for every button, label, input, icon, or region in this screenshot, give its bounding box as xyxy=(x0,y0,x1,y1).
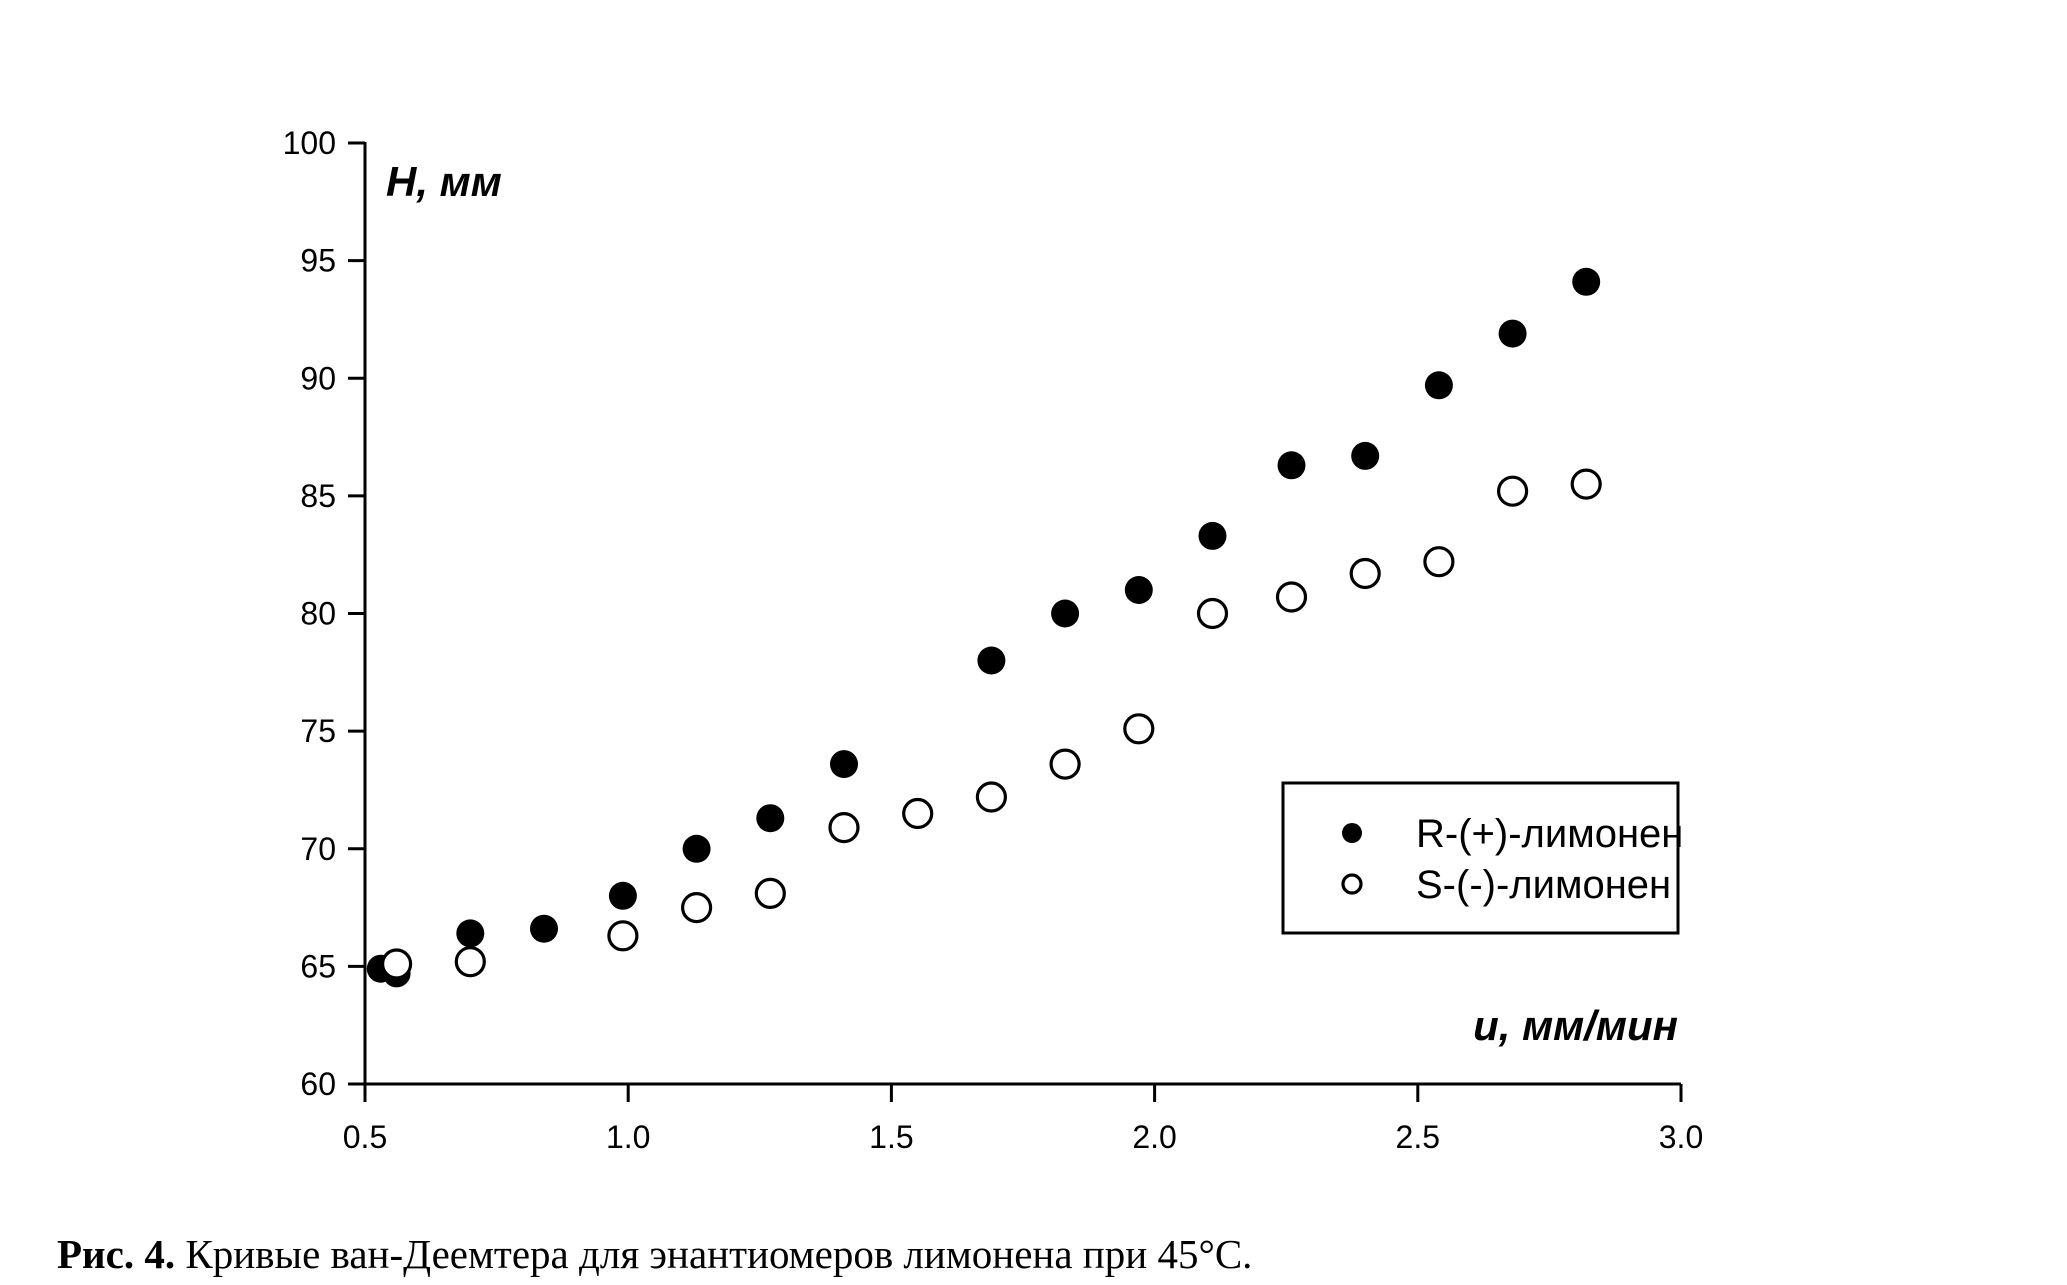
x-tick-label: 3.0 xyxy=(1659,1119,1703,1155)
y-tick-label: 70 xyxy=(300,831,336,867)
data-point-filled xyxy=(608,881,637,910)
data-point-filled xyxy=(830,750,858,779)
figure-caption: Рис. 4. Кривые ван-Деемтера для энантиом… xyxy=(57,1230,1252,1278)
x-axis-title: u, мм/мин xyxy=(1473,1002,1678,1049)
legend-label-s-limonene: S-(-)-лимонен xyxy=(1416,863,1671,907)
y-tick-label: 60 xyxy=(300,1066,336,1102)
data-point-filled xyxy=(1351,441,1380,470)
data-point-filled xyxy=(1498,319,1527,348)
data-point-open xyxy=(680,891,713,924)
y-tick-label: 100 xyxy=(283,125,336,161)
data-point-open xyxy=(1349,557,1381,590)
x-tick-label: 0.5 xyxy=(343,1119,387,1155)
data-point-open xyxy=(1423,546,1455,578)
data-point-open xyxy=(1123,713,1155,745)
series-r-limonene xyxy=(366,267,1601,988)
legend-marker-open-circle xyxy=(1341,873,1363,895)
data-point-open xyxy=(1496,475,1529,507)
data-point-open xyxy=(1196,597,1229,630)
x-tick-label: 1.0 xyxy=(606,1119,650,1155)
x-tick-label: 1.5 xyxy=(869,1119,913,1155)
y-tick-label: 95 xyxy=(300,243,336,279)
data-point-filled xyxy=(682,834,711,863)
data-point-open xyxy=(902,797,934,830)
y-tick-label: 65 xyxy=(300,948,336,984)
data-point-open xyxy=(975,781,1008,813)
legend-label-r-limonene: R-(+)-лимонен xyxy=(1416,812,1683,856)
data-point-filled xyxy=(456,919,485,948)
data-point-filled xyxy=(1277,451,1306,480)
caption-number: Рис. 4. xyxy=(57,1231,176,1277)
data-point-open xyxy=(1049,748,1081,780)
y-axis-title: Н, мм xyxy=(386,158,502,205)
data-point-filled xyxy=(1572,267,1601,296)
data-point-filled xyxy=(1124,576,1153,604)
axes: 0.5 1.0 1.5 2.0 2.5 3.0 60 65 70 75 80 85 90 95 100 xyxy=(283,125,1704,1155)
data-point-open xyxy=(1570,468,1602,500)
data-point-open xyxy=(1275,581,1308,613)
y-tick-label: 85 xyxy=(300,478,336,514)
data-point-filled xyxy=(530,914,558,943)
series-s-limonene xyxy=(381,468,1602,980)
caption-text: Кривые ван-Деемтера для энантиомеров лим… xyxy=(175,1231,1253,1277)
data-point-filled xyxy=(977,646,1006,675)
data-point-open xyxy=(828,811,860,844)
legend-box xyxy=(1281,781,1680,935)
x-tick-label: 2.0 xyxy=(1132,1119,1176,1155)
legend: R-(+)-лимонен S-(-)-лимонен xyxy=(1281,781,1683,935)
data-point-open xyxy=(754,877,786,910)
data-point-open xyxy=(454,946,486,978)
legend-marker-filled-circle xyxy=(1342,823,1362,843)
y-tick-label: 75 xyxy=(300,713,336,749)
y-tick-label: 80 xyxy=(300,596,336,632)
y-tick-label: 90 xyxy=(300,360,336,396)
data-point-filled xyxy=(1198,521,1227,550)
data-point-filled xyxy=(1051,599,1080,628)
data-point-filled xyxy=(1424,371,1453,400)
data-point-open xyxy=(607,920,639,952)
data-point-filled xyxy=(756,804,785,833)
data-point-open xyxy=(381,948,413,980)
x-tick-label: 2.5 xyxy=(1396,1119,1440,1155)
